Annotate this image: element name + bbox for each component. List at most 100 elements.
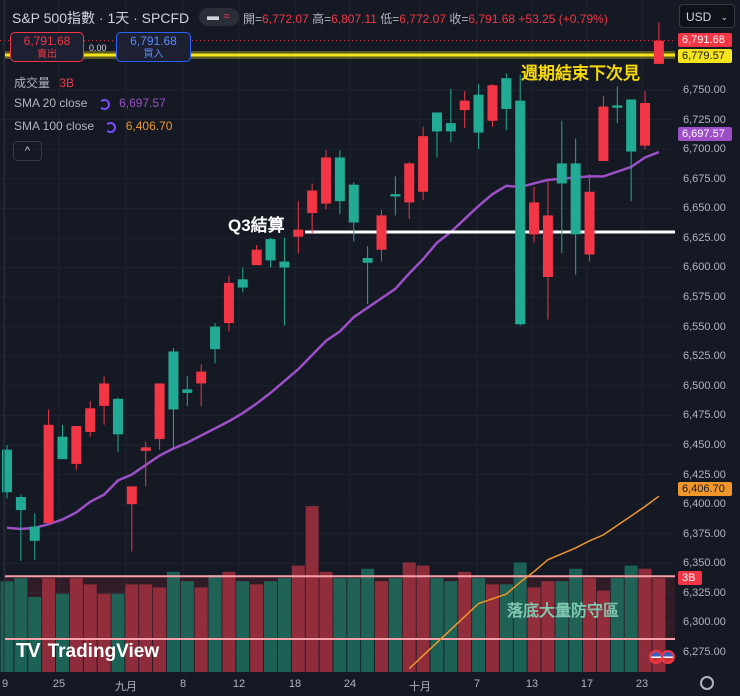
- candle-down: [515, 100, 526, 325]
- date-tick-label: 13: [525, 678, 539, 690]
- collapse-legend-button[interactable]: ^: [13, 141, 42, 161]
- candle-down: [390, 194, 401, 197]
- volume-bar: [388, 578, 402, 672]
- date-tick-label: 24: [343, 678, 357, 690]
- yellow-line-badge: 6,779.57: [678, 49, 732, 63]
- sma20-indicator[interactable]: SMA 20 close 6,697.57: [14, 96, 166, 110]
- price-tick-label: 6,450.00: [683, 438, 726, 451]
- symbol-title[interactable]: S&P 500指數 · 1天 · SPCFD: [12, 10, 190, 26]
- candle-up: [99, 383, 110, 406]
- open-value: 6,772.07: [262, 12, 309, 26]
- candle-up: [154, 383, 165, 440]
- date-tick-label: 十月: [409, 681, 431, 693]
- volume-bar: [69, 578, 83, 672]
- candle-down: [29, 526, 40, 541]
- volume-bar: [139, 584, 153, 672]
- candle-down: [501, 78, 512, 109]
- sma20-value: 6,697.57: [119, 96, 166, 110]
- minimize-icon[interactable]: ▬: [207, 9, 219, 23]
- candle-down: [431, 112, 442, 132]
- price-tick-label: 6,400.00: [683, 498, 726, 511]
- high-value: 6,807.11: [331, 12, 377, 26]
- sma20-line: [6, 150, 660, 531]
- price-tick-label: 6,525.00: [683, 350, 726, 363]
- date-tick-label: 18: [288, 678, 302, 690]
- candle-up: [640, 103, 651, 146]
- volume-bar: [14, 578, 28, 672]
- annotation-cycle-end[interactable]: 週期結束下次見: [521, 64, 640, 83]
- candle-up: [404, 163, 415, 203]
- legend-toggle-pill[interactable]: ▬ ≈: [199, 8, 239, 26]
- volume-indicator[interactable]: 成交量 3B: [14, 74, 74, 91]
- candle-down: [612, 105, 623, 108]
- volume-bar: [83, 584, 97, 672]
- candle-up: [653, 40, 664, 64]
- sma100-badge: 6,406.70: [678, 482, 732, 496]
- volume-bar: [583, 578, 597, 672]
- date-tick-label: 17: [580, 678, 594, 690]
- annotation-q3[interactable]: Q3結算: [228, 216, 285, 235]
- sell-button[interactable]: 6,791.68 賣出: [10, 32, 84, 62]
- sma100-label: SMA 100 close: [14, 119, 95, 133]
- tradingview-logo[interactable]: TV TradingView: [16, 640, 159, 663]
- sma100-indicator[interactable]: SMA 100 close 6,406.70: [14, 119, 172, 133]
- volume-bar: [333, 578, 347, 672]
- candle-down: [570, 163, 581, 235]
- volume-value: 3B: [59, 76, 75, 90]
- date-tick-label: 25: [52, 678, 66, 690]
- volume-bar: [513, 562, 527, 672]
- volume-bar: [624, 565, 638, 672]
- currency-select[interactable]: USD ⌄: [679, 4, 735, 28]
- volume-bar: [416, 565, 430, 672]
- candle-down: [265, 239, 276, 261]
- volume-bar: [180, 581, 194, 672]
- settings-gear-icon[interactable]: [700, 676, 714, 690]
- buy-label: 買入: [143, 49, 164, 60]
- volume-bar: [222, 571, 236, 672]
- candle-up: [140, 447, 151, 451]
- volume-bar: [485, 584, 499, 672]
- candle-up: [293, 229, 304, 237]
- change-value: +53.25 (+0.79%): [518, 12, 608, 26]
- volume-bar: [125, 584, 139, 672]
- candle-down: [334, 157, 345, 202]
- volume-label: 成交量: [14, 76, 51, 90]
- volume-bar: [430, 578, 444, 672]
- volume-bar: [42, 578, 56, 672]
- volume-bar: [208, 574, 222, 672]
- compare-icon[interactable]: ≈: [223, 9, 230, 23]
- volume-bar: [555, 581, 569, 672]
- volume-bar: [361, 568, 375, 672]
- candle-up: [43, 424, 54, 524]
- low-label: 低=: [380, 12, 400, 26]
- volume-bar: [402, 562, 416, 672]
- volume-bar: [194, 587, 208, 672]
- candle-up: [223, 282, 234, 324]
- annotation-defense-zone[interactable]: 落底大量防守區: [507, 603, 620, 620]
- candle-up: [418, 136, 429, 192]
- loading-icon: [98, 99, 110, 110]
- volume-bar: [444, 581, 458, 672]
- volume-bar: [472, 578, 486, 672]
- volume-bar: [596, 590, 610, 672]
- candle-up: [307, 190, 318, 214]
- spread-value: 0.00: [89, 43, 107, 53]
- volume-bar: [55, 593, 69, 672]
- date-tick-label: 7: [473, 678, 481, 690]
- sma100-value: 6,406.70: [125, 119, 173, 133]
- buy-price: 6,791.68: [130, 34, 177, 48]
- candle-down: [237, 279, 248, 288]
- us-flag-event-icon[interactable]: [661, 650, 675, 664]
- buy-button[interactable]: 6,791.68 買入: [116, 32, 191, 62]
- candle-down: [348, 184, 359, 223]
- candle-down: [182, 389, 193, 393]
- sell-label: 賣出: [37, 49, 57, 60]
- price-tick-label: 6,650.00: [683, 202, 726, 215]
- volume-bar: [652, 578, 666, 672]
- volume-bar: [291, 565, 305, 672]
- price-tick-label: 6,625.00: [683, 231, 726, 244]
- volume-bar: [236, 581, 250, 672]
- price-tick-label: 6,475.00: [683, 409, 726, 422]
- tradingview-logo-mark: TV: [16, 640, 41, 662]
- sma20-label: SMA 20 close: [14, 96, 88, 110]
